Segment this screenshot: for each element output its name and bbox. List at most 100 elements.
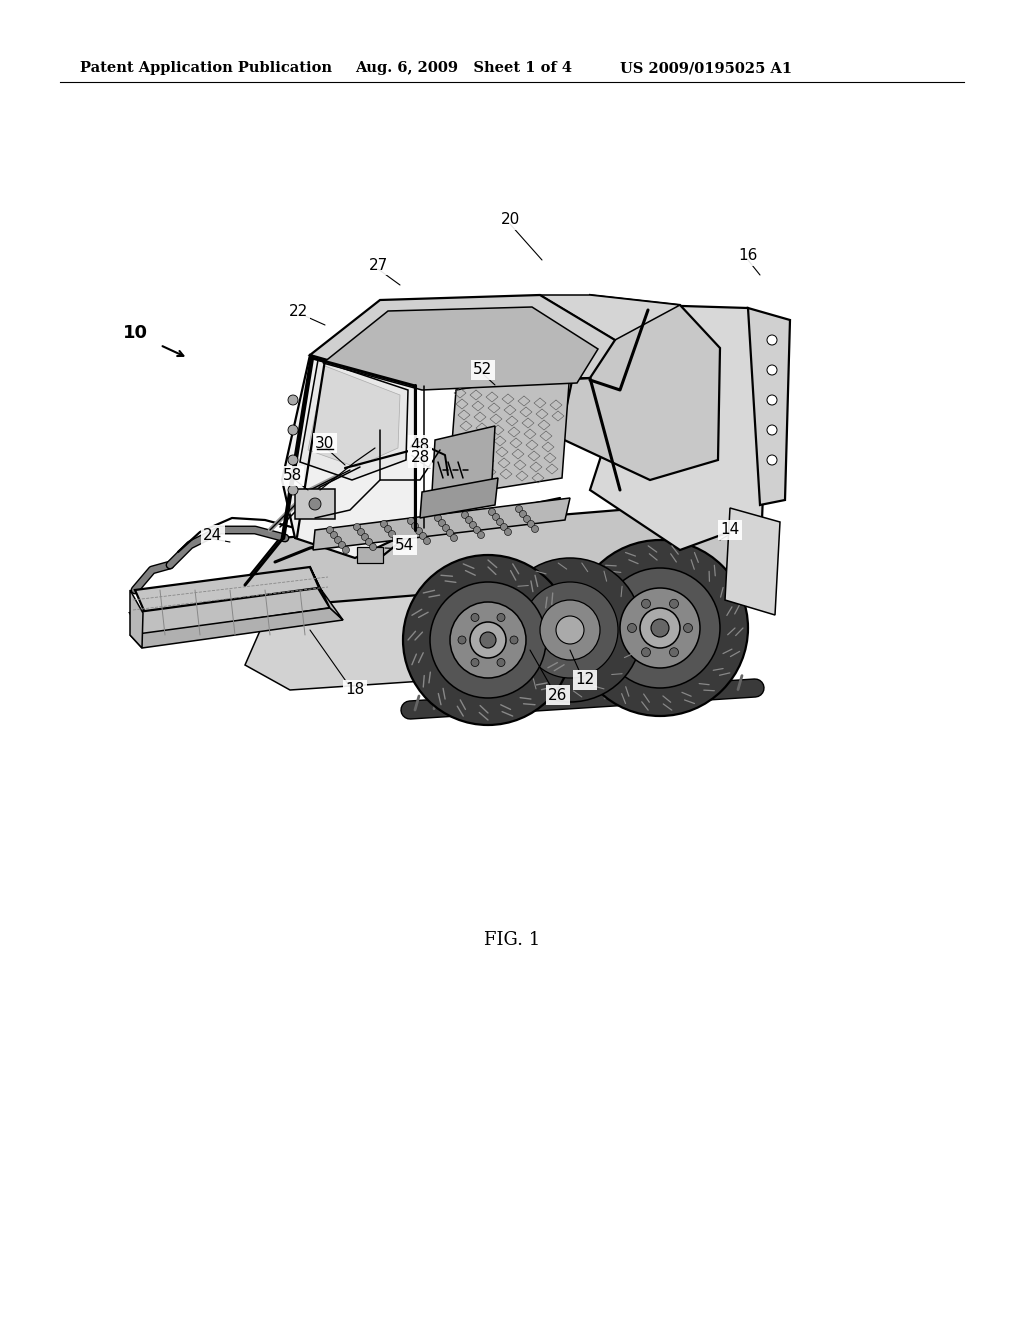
Text: 22: 22	[289, 305, 307, 319]
Text: FIG. 1: FIG. 1	[484, 931, 540, 949]
Circle shape	[331, 532, 338, 539]
Circle shape	[471, 659, 479, 667]
Circle shape	[515, 506, 522, 512]
Circle shape	[396, 540, 403, 548]
Circle shape	[450, 602, 526, 678]
Circle shape	[480, 632, 496, 648]
Polygon shape	[242, 506, 740, 605]
Circle shape	[309, 498, 321, 510]
Circle shape	[339, 541, 345, 549]
Circle shape	[651, 619, 669, 638]
Polygon shape	[540, 294, 680, 341]
Circle shape	[416, 528, 423, 535]
Polygon shape	[282, 355, 415, 558]
Circle shape	[288, 425, 298, 436]
Circle shape	[288, 484, 298, 495]
Circle shape	[497, 519, 504, 525]
Circle shape	[366, 539, 373, 545]
Polygon shape	[310, 294, 615, 385]
Circle shape	[438, 520, 445, 527]
Circle shape	[446, 529, 454, 536]
Circle shape	[767, 366, 777, 375]
Circle shape	[410, 442, 426, 458]
Circle shape	[434, 515, 441, 521]
Circle shape	[342, 546, 349, 553]
Circle shape	[392, 536, 399, 543]
Circle shape	[388, 531, 395, 537]
Circle shape	[288, 395, 298, 405]
Text: 48: 48	[411, 437, 430, 453]
Text: 26: 26	[548, 688, 567, 702]
Polygon shape	[130, 590, 143, 648]
Circle shape	[420, 532, 427, 540]
Circle shape	[510, 636, 518, 644]
Text: 30: 30	[315, 436, 335, 450]
Polygon shape	[130, 587, 330, 635]
Circle shape	[470, 622, 506, 657]
Circle shape	[505, 528, 512, 536]
Circle shape	[335, 536, 341, 544]
Circle shape	[353, 524, 360, 531]
Circle shape	[384, 525, 391, 532]
Circle shape	[357, 528, 365, 536]
Circle shape	[469, 521, 476, 528]
FancyBboxPatch shape	[357, 546, 383, 564]
Circle shape	[628, 623, 637, 632]
Circle shape	[767, 455, 777, 465]
Polygon shape	[135, 568, 319, 612]
Text: 18: 18	[345, 682, 365, 697]
Circle shape	[471, 614, 479, 622]
Text: 27: 27	[369, 257, 388, 272]
Text: 58: 58	[283, 469, 302, 483]
Circle shape	[572, 540, 748, 715]
Text: Patent Application Publication: Patent Application Publication	[80, 61, 332, 75]
Circle shape	[540, 601, 600, 660]
Polygon shape	[308, 366, 400, 467]
Circle shape	[466, 516, 472, 524]
Circle shape	[408, 517, 415, 524]
Polygon shape	[560, 294, 720, 480]
Circle shape	[523, 516, 530, 523]
Circle shape	[424, 537, 430, 544]
Circle shape	[442, 524, 450, 532]
Text: 28: 28	[411, 450, 430, 466]
Text: 24: 24	[204, 528, 222, 543]
Circle shape	[288, 455, 298, 465]
Polygon shape	[300, 360, 408, 480]
Circle shape	[522, 582, 618, 678]
Circle shape	[527, 520, 535, 528]
Text: 14: 14	[720, 523, 739, 537]
Circle shape	[361, 533, 369, 540]
Circle shape	[462, 511, 469, 519]
Text: 52: 52	[473, 363, 493, 378]
Circle shape	[370, 544, 377, 550]
Circle shape	[327, 527, 334, 533]
Polygon shape	[323, 308, 598, 389]
Circle shape	[414, 446, 422, 454]
Circle shape	[620, 587, 700, 668]
Text: 54: 54	[395, 537, 415, 553]
Polygon shape	[449, 370, 570, 496]
Polygon shape	[130, 609, 343, 648]
FancyBboxPatch shape	[295, 488, 335, 519]
Circle shape	[498, 558, 642, 702]
Circle shape	[670, 599, 679, 609]
Polygon shape	[420, 478, 498, 517]
Circle shape	[641, 648, 650, 657]
Text: 16: 16	[738, 248, 758, 264]
Text: US 2009/0195025 A1: US 2009/0195025 A1	[620, 61, 793, 75]
Circle shape	[767, 335, 777, 345]
Circle shape	[501, 524, 508, 531]
Circle shape	[493, 513, 500, 520]
Circle shape	[458, 636, 466, 644]
Circle shape	[683, 623, 692, 632]
Polygon shape	[245, 548, 740, 690]
Polygon shape	[313, 498, 570, 550]
Polygon shape	[590, 305, 768, 550]
Text: 20: 20	[501, 213, 519, 227]
Text: Aug. 6, 2009   Sheet 1 of 4: Aug. 6, 2009 Sheet 1 of 4	[355, 61, 572, 75]
Circle shape	[531, 525, 539, 532]
Polygon shape	[432, 426, 495, 492]
Circle shape	[412, 523, 419, 529]
Circle shape	[767, 395, 777, 405]
